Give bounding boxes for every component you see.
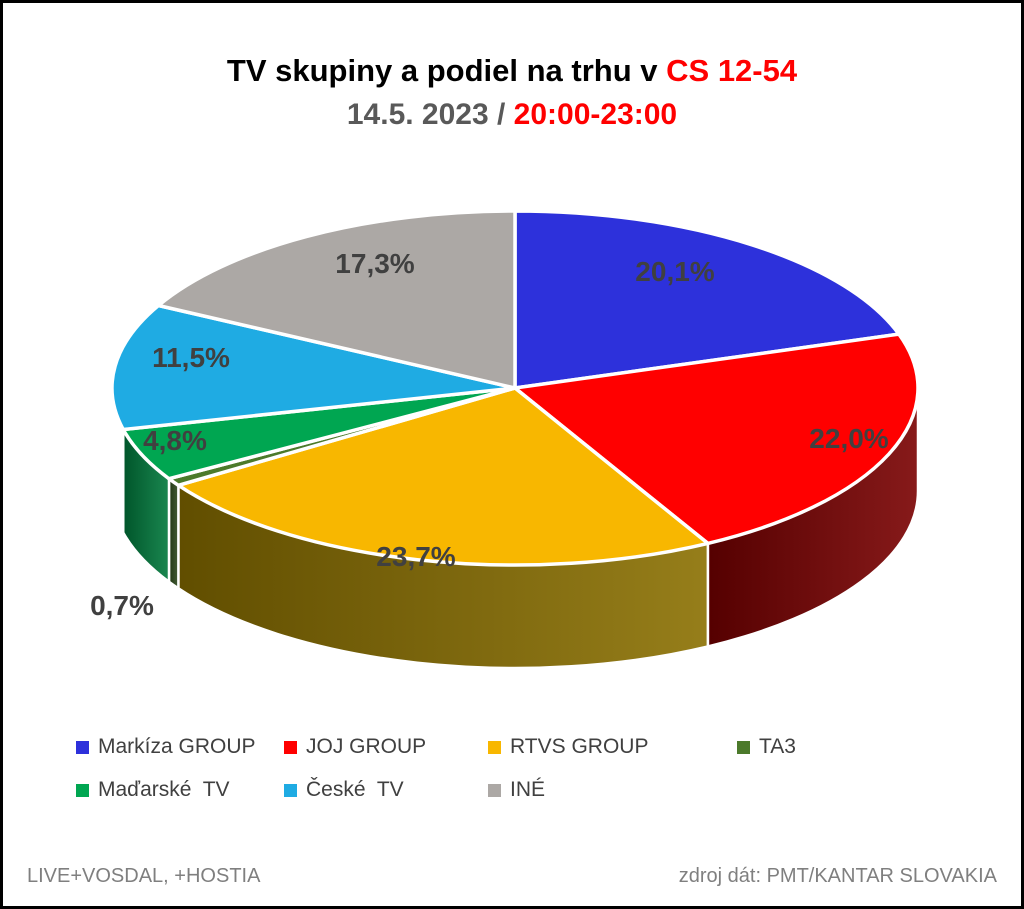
legend-swatch-madarske-tv: [76, 783, 89, 797]
chart-title-target-group: CS 12-54: [666, 53, 798, 88]
legend-item-joj-group: JOJ GROUP: [284, 734, 488, 760]
legend-item-ceske-tv: České TV: [284, 777, 488, 803]
legend-swatch-ceske-tv: [284, 783, 297, 797]
pie-label-ine: 17,3%: [335, 248, 414, 279]
pie-label-joj-group: 22,0%: [809, 423, 888, 454]
chart-legend: Markíza GROUP JOJ GROUP RTVS GROUP TA3 M…: [76, 734, 796, 803]
legend-label-joj-group: JOJ GROUP: [306, 735, 427, 758]
pie-label-rtvs-group: 23,7%: [376, 541, 455, 572]
legend-swatch-ine: [488, 783, 501, 797]
legend-label-rtvs-group: RTVS GROUP: [510, 735, 649, 758]
footer-note: LIVE+VOSDAL, +HOSTIA: [27, 865, 261, 887]
pie-slice-joj-group: [513, 332, 920, 546]
chart-subtitle-timeband: 20:00-23:00: [513, 98, 678, 131]
pie-slice-side-ceske-tv: [121, 426, 125, 534]
pie-chart-canvas: 20,1% 22,0% 23,7% 0,7% 4,8% 11,5% 17,3%: [90, 209, 920, 670]
legend-label-ine: INÉ: [510, 778, 546, 801]
legend-item-markiza-group: Markíza GROUP: [76, 734, 284, 760]
pie-label-ta3: 0,7%: [90, 590, 154, 621]
chart-title: TV skupiny a podiel na trhu v CS 12-54: [3, 49, 1021, 93]
legend-label-ceske-tv: České TV: [306, 778, 404, 801]
pie-slice-ine: [156, 209, 517, 390]
chart-header: TV skupiny a podiel na trhu v CS 12-54 1…: [3, 49, 1021, 137]
pie-label-ceske-tv: 11,5%: [152, 342, 230, 373]
chart-subtitle: 14.5. 2023 / 20:00-23:00: [3, 93, 1021, 137]
legend-item-rtvs-group: RTVS GROUP: [488, 734, 737, 760]
legend-swatch-markiza-group: [76, 740, 89, 754]
legend-label-madarske-tv: Maďarské TV: [98, 778, 230, 801]
legend-label-ta3: TA3: [759, 735, 796, 758]
legend-swatch-joj-group: [284, 740, 297, 754]
chart-title-main: TV skupiny a podiel na trhu v: [226, 53, 667, 88]
legend-item-madarske-tv: Maďarské TV: [76, 777, 284, 803]
legend-swatch-ta3: [737, 740, 750, 754]
legend-item-ine: INÉ: [488, 777, 737, 803]
pie-slice-ceske-tv: [110, 303, 517, 432]
footer-source: zdroj dát: PMT/KANTAR SLOVAKIA: [678, 865, 997, 887]
pie-slice-rtvs-group: [176, 386, 710, 567]
legend-item-ta3: TA3: [737, 734, 796, 760]
pie-slice-markiza-group: [513, 209, 901, 390]
legend-swatch-rtvs-group: [488, 740, 501, 754]
legend-label-markiza-group: Markíza GROUP: [98, 735, 256, 758]
chart-subtitle-date: 14.5. 2023 /: [346, 98, 514, 131]
pie-label-markiza-group: 20,1%: [635, 256, 714, 287]
pie-slice-side-ta3: [167, 477, 180, 590]
pie-label-madarske-tv: 4,8%: [143, 425, 207, 456]
